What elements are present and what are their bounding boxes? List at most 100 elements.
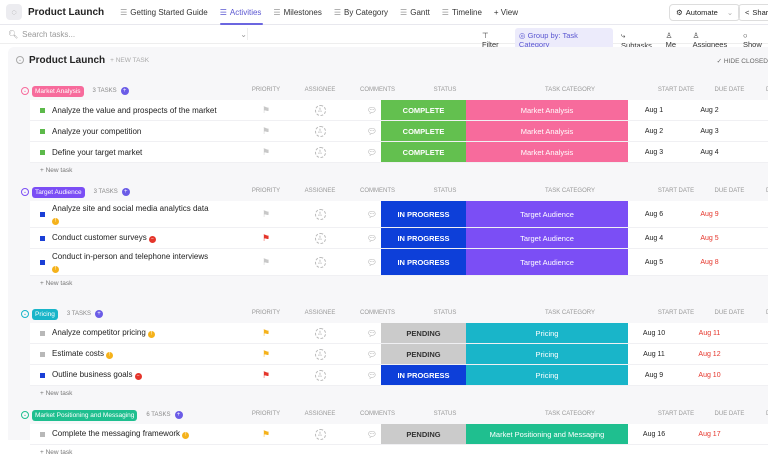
chevron-down-icon[interactable]: ⌄	[240, 29, 247, 39]
status-square-icon[interactable]	[40, 351, 45, 357]
chevron-down-icon[interactable]: ⌄	[726, 8, 734, 17]
tab-by-category[interactable]: ☰ By Category	[328, 0, 394, 25]
status-cell[interactable]: PENDING	[381, 323, 466, 343]
status-square-icon[interactable]	[40, 128, 45, 134]
new-task-button[interactable]: + New task	[40, 449, 73, 456]
comment-icon[interactable]: 💬︎	[366, 429, 378, 439]
task-name[interactable]: Estimate costs	[52, 349, 105, 359]
group-label[interactable]: Pricing	[32, 308, 58, 320]
start-date[interactable]: Aug 6	[644, 210, 664, 218]
collapse-group-icon[interactable]: ⌄	[21, 188, 29, 196]
column-header-start[interactable]: START DATE	[657, 310, 695, 316]
column-header-priority[interactable]: PRIORITY	[251, 188, 281, 194]
comment-icon[interactable]: 💬︎	[366, 349, 378, 359]
category-cell[interactable]: Target Audience	[466, 249, 628, 275]
category-cell[interactable]: Pricing	[466, 344, 628, 364]
task-name[interactable]: Define your target market	[52, 147, 143, 157]
start-date[interactable]: Aug 10	[642, 329, 666, 337]
column-header-due[interactable]: DUE DATE	[714, 188, 745, 194]
column-header-due[interactable]: DUE DATE	[714, 411, 745, 417]
column-header-category[interactable]: TASK CATEGORY	[544, 188, 595, 194]
status-square-icon[interactable]	[40, 330, 45, 336]
column-header-due[interactable]: DUE DATE	[714, 87, 745, 93]
category-cell[interactable]: Market Positioning and Messaging	[466, 424, 628, 444]
task-row[interactable]: Define your target market ⚑ ♙ 💬︎ COMPLETE Mar…	[30, 142, 768, 163]
column-header-comments[interactable]: COMMENTS	[360, 310, 395, 316]
category-cell[interactable]: Market Analysis	[466, 121, 628, 141]
column-header-status[interactable]: STATUS	[433, 87, 457, 93]
due-date[interactable]: Aug 8	[700, 258, 719, 266]
collapse-group-icon[interactable]: ⌄	[21, 87, 29, 95]
new-task-button[interactable]: + New task	[40, 390, 73, 397]
priority-flag-icon[interactable]: ⚑	[261, 369, 271, 380]
task-name[interactable]: Analyze competitor pricing	[52, 328, 146, 338]
task-row[interactable]: Complete the messaging framework ! ⚑ ♙ 💬︎ PE…	[30, 424, 768, 445]
comments-cell[interactable]: 💬︎	[355, 142, 400, 162]
task-name-cell[interactable]: Estimate costs !	[30, 344, 230, 364]
category-cell[interactable]: Target Audience	[466, 201, 628, 227]
task-row[interactable]: Outline business goals − ⚑ ♙ 💬︎ IN PROGRESS P…	[30, 365, 768, 386]
me-button[interactable]: ♙ Me	[665, 31, 677, 49]
assignee-cell[interactable]: ♙	[300, 365, 340, 385]
column-header-status[interactable]: STATUS	[433, 411, 457, 417]
task-name[interactable]: Analyze the value and prospects of the m…	[52, 105, 217, 115]
new-task-button[interactable]: + NEW TASK	[110, 56, 150, 64]
column-header-duration[interactable]: DURATI	[757, 411, 768, 417]
status-cell[interactable]: PENDING	[381, 344, 466, 364]
category-cell[interactable]: Pricing	[466, 365, 628, 385]
status-square-icon[interactable]	[40, 149, 45, 155]
comments-cell[interactable]: 💬︎	[355, 323, 400, 343]
task-name-cell[interactable]: Analyze the value and prospects of the m…	[30, 100, 230, 120]
add-assignee-icon[interactable]: ♙	[314, 232, 326, 244]
category-cell[interactable]: Market Analysis	[466, 100, 628, 120]
start-date[interactable]: Aug 16	[642, 430, 666, 438]
comment-icon[interactable]: 💬︎	[366, 370, 378, 380]
task-row[interactable]: Analyze your competition⚑♙💬︎1COMPLETEMar…	[30, 121, 768, 142]
comment-icon[interactable]: 💬︎	[366, 126, 378, 136]
add-assignee-icon[interactable]: ♙	[314, 348, 326, 360]
column-header-comments[interactable]: COMMENTS	[360, 188, 395, 194]
column-header-start[interactable]: START DATE	[657, 188, 695, 194]
comments-cell[interactable]: 💬︎	[355, 201, 400, 227]
assignee-cell[interactable]: ♙	[300, 142, 340, 162]
column-header-duration[interactable]: DURATI	[757, 188, 768, 194]
comment-icon[interactable]: 💬︎	[366, 233, 378, 243]
task-name[interactable]: Complete the messaging framework	[52, 429, 181, 439]
column-header-due[interactable]: DUE DATE	[714, 310, 745, 316]
group-label[interactable]: Market Positioning and Messaging	[32, 409, 138, 421]
task-name[interactable]: Analyze your competition	[52, 126, 142, 136]
add-task-icon[interactable]: +	[95, 310, 103, 318]
column-header-priority[interactable]: PRIORITY	[251, 411, 281, 417]
column-header-category[interactable]: TASK CATEGORY	[544, 87, 595, 93]
task-name[interactable]: Conduct in-person and telephone intervie…	[52, 252, 209, 261]
priority-flag-icon[interactable]: ⚑	[261, 428, 271, 439]
automate-button[interactable]: ⚙ Automate ⌄	[669, 4, 741, 21]
add-assignee-icon[interactable]: ♙	[314, 125, 326, 137]
group-label[interactable]: Market Analysis	[32, 85, 84, 97]
priority-flag-icon[interactable]: ⚑	[261, 146, 271, 157]
column-header-assignee[interactable]: ASSIGNEE	[304, 188, 336, 194]
task-row[interactable]: Analyze competitor pricing ! ⚑ ♙ 💬︎ PENDING P…	[30, 323, 768, 344]
tab-timeline[interactable]: ☰ Timeline	[436, 0, 488, 25]
task-row[interactable]: Analyze site and social media analytics …	[30, 201, 768, 228]
status-square-icon[interactable]	[40, 107, 45, 113]
priority-flag-icon[interactable]: ⚑	[261, 327, 271, 338]
new-task-button[interactable]: + New task	[40, 167, 73, 174]
show-button[interactable]: ○ Show	[742, 31, 762, 49]
status-cell[interactable]: COMPLETE	[381, 142, 466, 162]
status-cell[interactable]: IN PROGRESS	[381, 249, 466, 275]
subtasks-button[interactable]: ⤷ Subtasks	[621, 30, 652, 50]
assignee-cell[interactable]: ♙	[300, 424, 340, 444]
add-task-icon[interactable]: +	[120, 87, 129, 95]
column-header-status[interactable]: STATUS	[433, 310, 457, 316]
comments-cell[interactable]: 💬︎	[355, 424, 400, 444]
column-header-start[interactable]: START DATE	[657, 411, 695, 417]
start-date[interactable]: Aug 3	[644, 148, 664, 156]
column-header-duration[interactable]: DURATI	[757, 87, 768, 93]
group-label[interactable]: Target Audience	[32, 186, 85, 198]
column-header-category[interactable]: TASK CATEGORY	[544, 310, 595, 316]
task-name-cell[interactable]: Complete the messaging framework !	[30, 424, 230, 444]
task-name-cell[interactable]: Analyze your competition	[30, 121, 230, 141]
assignee-cell[interactable]: ♙	[300, 121, 340, 141]
assignees-button[interactable]: ♙ Assignees	[692, 31, 728, 49]
